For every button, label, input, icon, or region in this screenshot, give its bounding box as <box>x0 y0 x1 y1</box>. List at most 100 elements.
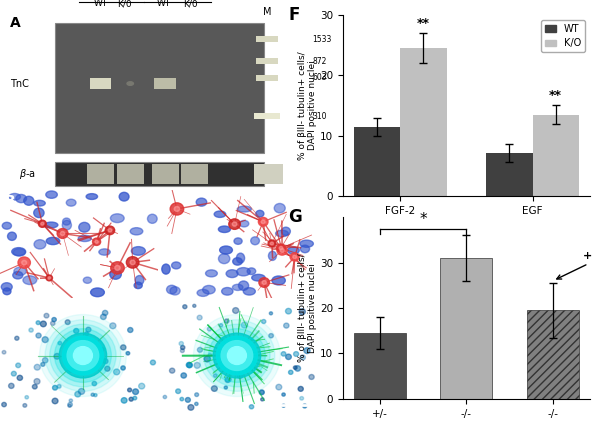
Circle shape <box>110 323 116 329</box>
Ellipse shape <box>63 218 70 225</box>
Circle shape <box>268 240 276 247</box>
Circle shape <box>213 374 217 377</box>
Circle shape <box>41 321 46 327</box>
Circle shape <box>2 351 6 354</box>
Circle shape <box>259 278 269 287</box>
Circle shape <box>39 314 126 397</box>
Ellipse shape <box>233 258 243 265</box>
Bar <box>256 75 278 81</box>
Ellipse shape <box>46 237 60 245</box>
Ellipse shape <box>275 230 288 237</box>
Ellipse shape <box>218 226 231 233</box>
Circle shape <box>300 355 305 360</box>
Bar <box>440 258 492 399</box>
Circle shape <box>42 358 48 363</box>
Bar <box>154 78 176 89</box>
Ellipse shape <box>214 211 226 217</box>
Bar <box>55 162 265 187</box>
Circle shape <box>21 260 27 265</box>
Circle shape <box>285 354 291 360</box>
Circle shape <box>38 220 46 227</box>
Circle shape <box>225 376 231 382</box>
Bar <box>181 165 208 184</box>
Circle shape <box>213 333 260 378</box>
Bar <box>354 333 406 399</box>
Circle shape <box>46 275 52 281</box>
Bar <box>401 48 446 196</box>
Circle shape <box>228 346 246 365</box>
Circle shape <box>36 321 40 325</box>
Circle shape <box>51 321 55 325</box>
Ellipse shape <box>166 285 177 294</box>
Circle shape <box>269 333 274 338</box>
Ellipse shape <box>222 287 233 295</box>
Ellipse shape <box>162 264 170 274</box>
Ellipse shape <box>91 288 104 297</box>
Circle shape <box>225 379 229 383</box>
Bar <box>256 36 278 42</box>
Circle shape <box>63 336 104 375</box>
Circle shape <box>100 347 104 352</box>
Circle shape <box>74 328 79 333</box>
Text: K/0: K/0 <box>183 0 198 8</box>
Circle shape <box>199 320 275 391</box>
Circle shape <box>180 398 184 401</box>
Bar <box>151 165 179 184</box>
Ellipse shape <box>172 262 181 269</box>
Circle shape <box>25 395 29 399</box>
Ellipse shape <box>196 198 207 206</box>
Circle shape <box>259 390 264 395</box>
Circle shape <box>232 222 237 226</box>
Circle shape <box>229 219 240 230</box>
Circle shape <box>128 388 132 392</box>
Ellipse shape <box>206 270 218 277</box>
Circle shape <box>11 371 16 376</box>
Text: G: G <box>288 208 302 226</box>
Ellipse shape <box>131 246 145 255</box>
Circle shape <box>304 348 310 354</box>
Circle shape <box>73 346 92 365</box>
Circle shape <box>294 366 300 371</box>
Circle shape <box>269 312 272 315</box>
Ellipse shape <box>272 276 285 285</box>
Circle shape <box>259 217 268 226</box>
Circle shape <box>75 358 79 362</box>
Circle shape <box>185 398 190 402</box>
Circle shape <box>262 281 266 284</box>
Circle shape <box>75 392 80 397</box>
Circle shape <box>103 310 108 316</box>
Circle shape <box>261 220 265 224</box>
Circle shape <box>237 373 243 379</box>
Circle shape <box>48 277 51 279</box>
Ellipse shape <box>78 235 91 241</box>
Y-axis label: % of βIII- tubulin+ cells/
DAPI positive nuclei: % of βIII- tubulin+ cells/ DAPI positive… <box>297 51 317 160</box>
Ellipse shape <box>203 285 215 294</box>
Circle shape <box>224 386 228 389</box>
Ellipse shape <box>13 249 26 256</box>
Circle shape <box>126 257 139 268</box>
Circle shape <box>120 345 126 350</box>
Ellipse shape <box>86 194 98 200</box>
Circle shape <box>78 389 85 395</box>
Circle shape <box>309 374 314 379</box>
Ellipse shape <box>130 227 143 235</box>
Circle shape <box>216 336 257 375</box>
Circle shape <box>68 404 71 407</box>
Circle shape <box>34 379 40 384</box>
Bar <box>486 153 532 196</box>
Circle shape <box>129 397 134 401</box>
Circle shape <box>293 255 296 259</box>
Text: + TN-C: + TN-C <box>557 251 596 279</box>
Circle shape <box>219 324 223 327</box>
Ellipse shape <box>110 214 124 223</box>
Circle shape <box>49 324 116 387</box>
Circle shape <box>8 383 14 388</box>
Circle shape <box>111 262 124 274</box>
Ellipse shape <box>134 282 142 289</box>
Bar <box>527 310 579 399</box>
Ellipse shape <box>45 222 58 228</box>
Circle shape <box>34 364 41 370</box>
Y-axis label: % of βIII- tubulin+ cells/
DAPI positive nuclei: % of βIII- tubulin+ cells/ DAPI positive… <box>297 254 317 362</box>
Ellipse shape <box>2 222 11 229</box>
Text: D: D <box>5 304 16 318</box>
